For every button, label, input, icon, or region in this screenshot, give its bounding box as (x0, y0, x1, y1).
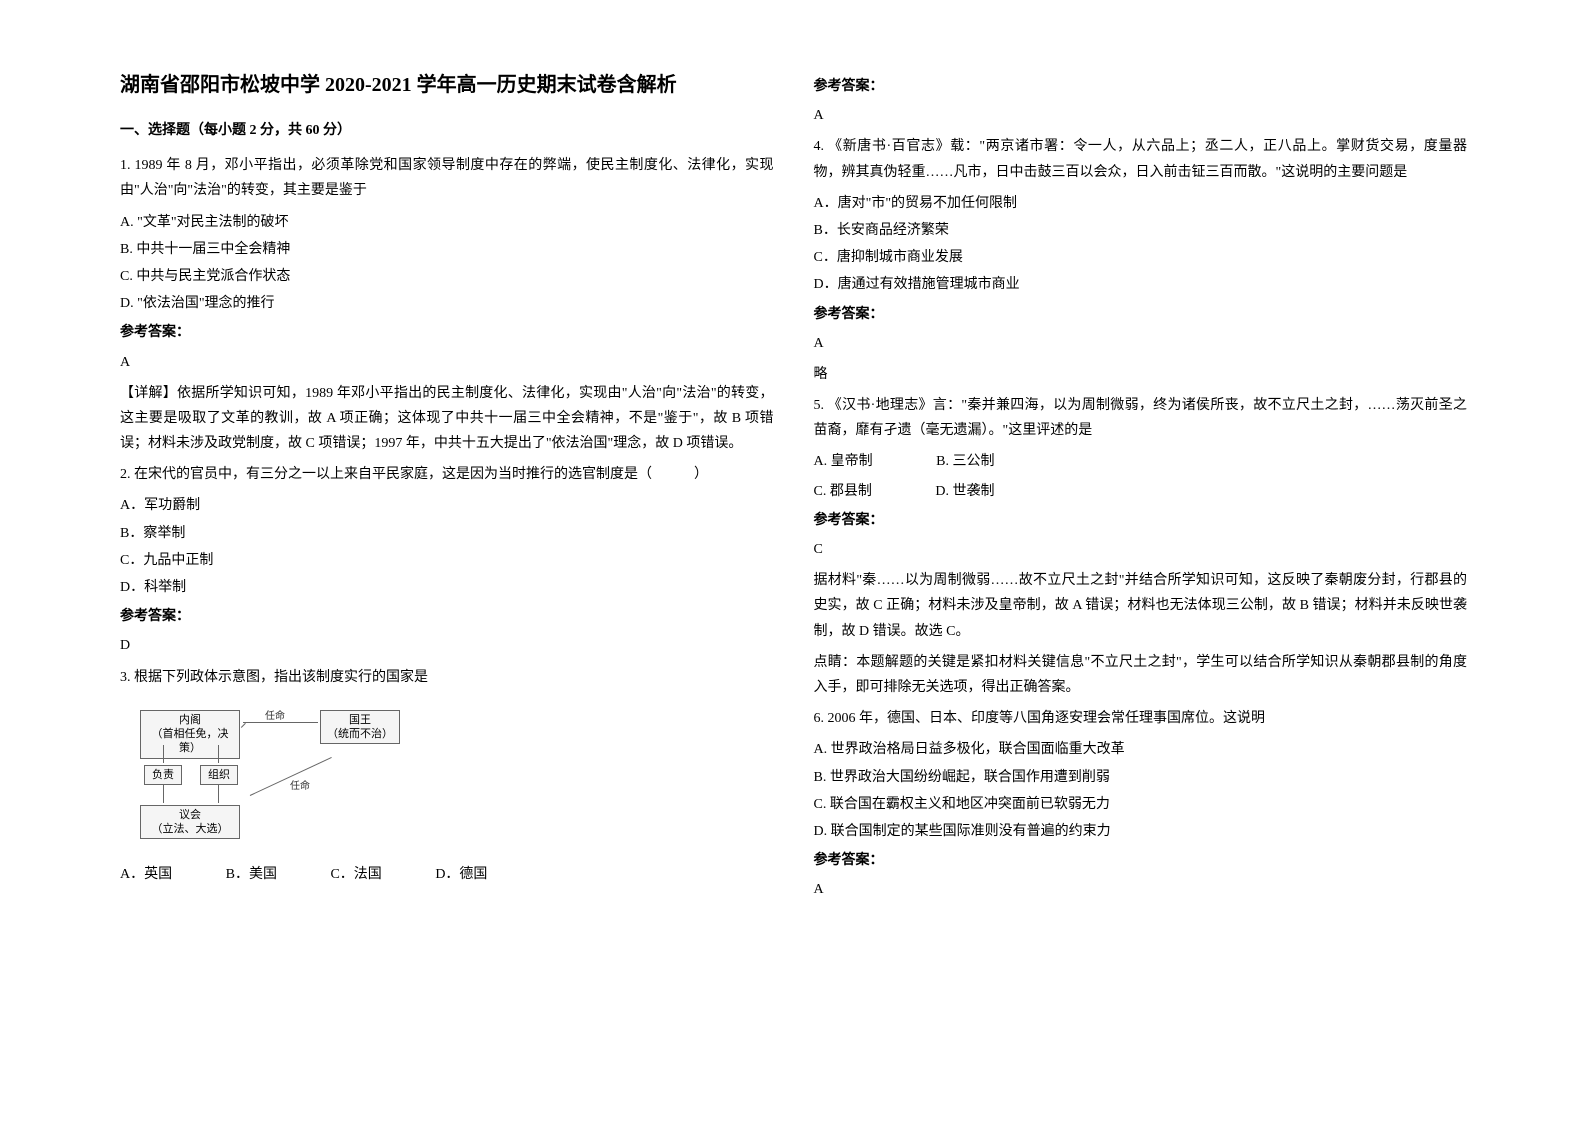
diagram-appoint1-label: 任命 (265, 708, 285, 726)
q2-optB: B．察举制 (120, 521, 774, 546)
section-header: 一、选择题（每小题 2 分，共 60 分） (120, 118, 774, 143)
q1-answer: A (120, 350, 774, 375)
q5-optC: C. 郡县制 (814, 479, 872, 504)
q3-optB: B．美国 (226, 862, 277, 887)
q6-answer: A (814, 877, 1468, 902)
q4-optB: B．长安商品经济繁荣 (814, 218, 1468, 243)
q1-stem: 1. 1989 年 8 月，邓小平指出，必须革除党和国家领导制度中存在的弊端，使… (120, 153, 774, 203)
q4-answer: A (814, 331, 1468, 356)
q1-optB: B. 中共十一届三中全会精神 (120, 237, 774, 262)
q2-answer: D (120, 633, 774, 658)
q3-answer: A (814, 103, 1468, 128)
q2-optC: C．九品中正制 (120, 548, 774, 573)
q4-answer-label: 参考答案： (814, 302, 1468, 327)
q6-optD: D. 联合国制定的某些国际准则没有普遍的约束力 (814, 819, 1468, 844)
q3-optC: C．法国 (330, 862, 381, 887)
q1-optA: A. "文革"对民主法制的破坏 (120, 210, 774, 235)
q3-stem: 3. 根据下列政体示意图，指出该制度实行的国家是 (120, 665, 774, 690)
q2-answer-label: 参考答案： (120, 604, 774, 629)
q4-optC: C．唐抑制城市商业发展 (814, 245, 1468, 270)
diagram-cabinet-box: 内阁（首相任免，决策） (140, 710, 240, 759)
q1-optC: C. 中共与民主党派合作状态 (120, 264, 774, 289)
q4-stem: 4. 《新唐书·百官志》载："两京诸市署：令一人，从六品上；丞二人，正八品上。掌… (814, 134, 1468, 184)
q6-optA: A. 世界政治格局日益多极化，联合国面临重大改革 (814, 737, 1468, 762)
q3-optA: A．英国 (120, 862, 172, 887)
q6-optC: C. 联合国在霸权主义和地区冲突面前已软弱无力 (814, 792, 1468, 817)
q5-options-row2: C. 郡县制 D. 世袭制 (814, 479, 1468, 504)
q2-optD: D．科举制 (120, 575, 774, 600)
q5-stem: 5. 《汉书·地理志》言："秦并兼四海，以为周制微弱，终为诸侯所丧，故不立尺土之… (814, 393, 1468, 443)
q4-note: 略 (814, 362, 1468, 387)
diagram-parliament-box: 议会（立法、大选） (140, 805, 240, 840)
q4-optA: A．唐对"市"的贸易不加任何限制 (814, 191, 1468, 216)
q2-optA: A．军功爵制 (120, 493, 774, 518)
q5-optA: A. 皇帝制 (814, 449, 873, 474)
diagram-organize-box: 组织 (200, 765, 238, 785)
q3-optD: D．德国 (435, 862, 487, 887)
diagram-king-box: 国王（统而不治） (320, 710, 400, 745)
q6-stem: 6. 2006 年，德国、日本、印度等八国角逐安理会常任理事国席位。这说明 (814, 706, 1468, 731)
q4-optD: D．唐通过有效措施管理城市商业 (814, 272, 1468, 297)
q5-explanation: 据材料"秦……以为周制微弱……故不立尺土之封"并结合所学知识可知，这反映了秦朝废… (814, 568, 1468, 644)
q5-options-row1: A. 皇帝制 B. 三公制 (814, 449, 1468, 474)
q6-answer-label: 参考答案： (814, 848, 1468, 873)
q5-optB: B. 三公制 (936, 449, 994, 474)
page-title: 湖南省邵阳市松坡中学 2020-2021 学年高一历史期末试卷含解析 (120, 70, 774, 100)
q1-optD: D. "依法治国"理念的推行 (120, 291, 774, 316)
q1-answer-label: 参考答案： (120, 320, 774, 345)
diagram-appoint2-label: 任命 (290, 778, 310, 796)
diagram-responsible-box: 负责 (144, 765, 182, 785)
q5-answer: C (814, 537, 1468, 562)
q2-stem: 2. 在宋代的官员中，有三分之一以上来自平民家庭，这是因为当时推行的选官制度是（… (120, 462, 774, 487)
q6-optB: B. 世界政治大国纷纷崛起，联合国作用遭到削弱 (814, 765, 1468, 790)
q5-tip: 点睛：本题解题的关键是紧扣材料关键信息"不立尺土之封"，学生可以结合所学知识从秦… (814, 650, 1468, 700)
q1-explanation: 【详解】依据所学知识可知，1989 年邓小平指出的民主制度化、法律化，实现由"人… (120, 381, 774, 457)
q3-options: A．英国 B．美国 C．法国 D．德国 (120, 862, 774, 887)
q3-answer-label: 参考答案： (814, 74, 1468, 99)
q5-answer-label: 参考答案： (814, 508, 1468, 533)
q3-diagram: 内阁（首相任免，决策） 国王（统而不治） 任命 负责 组织 任命 议会（立法、大… (130, 700, 774, 850)
q5-optD: D. 世袭制 (935, 479, 994, 504)
